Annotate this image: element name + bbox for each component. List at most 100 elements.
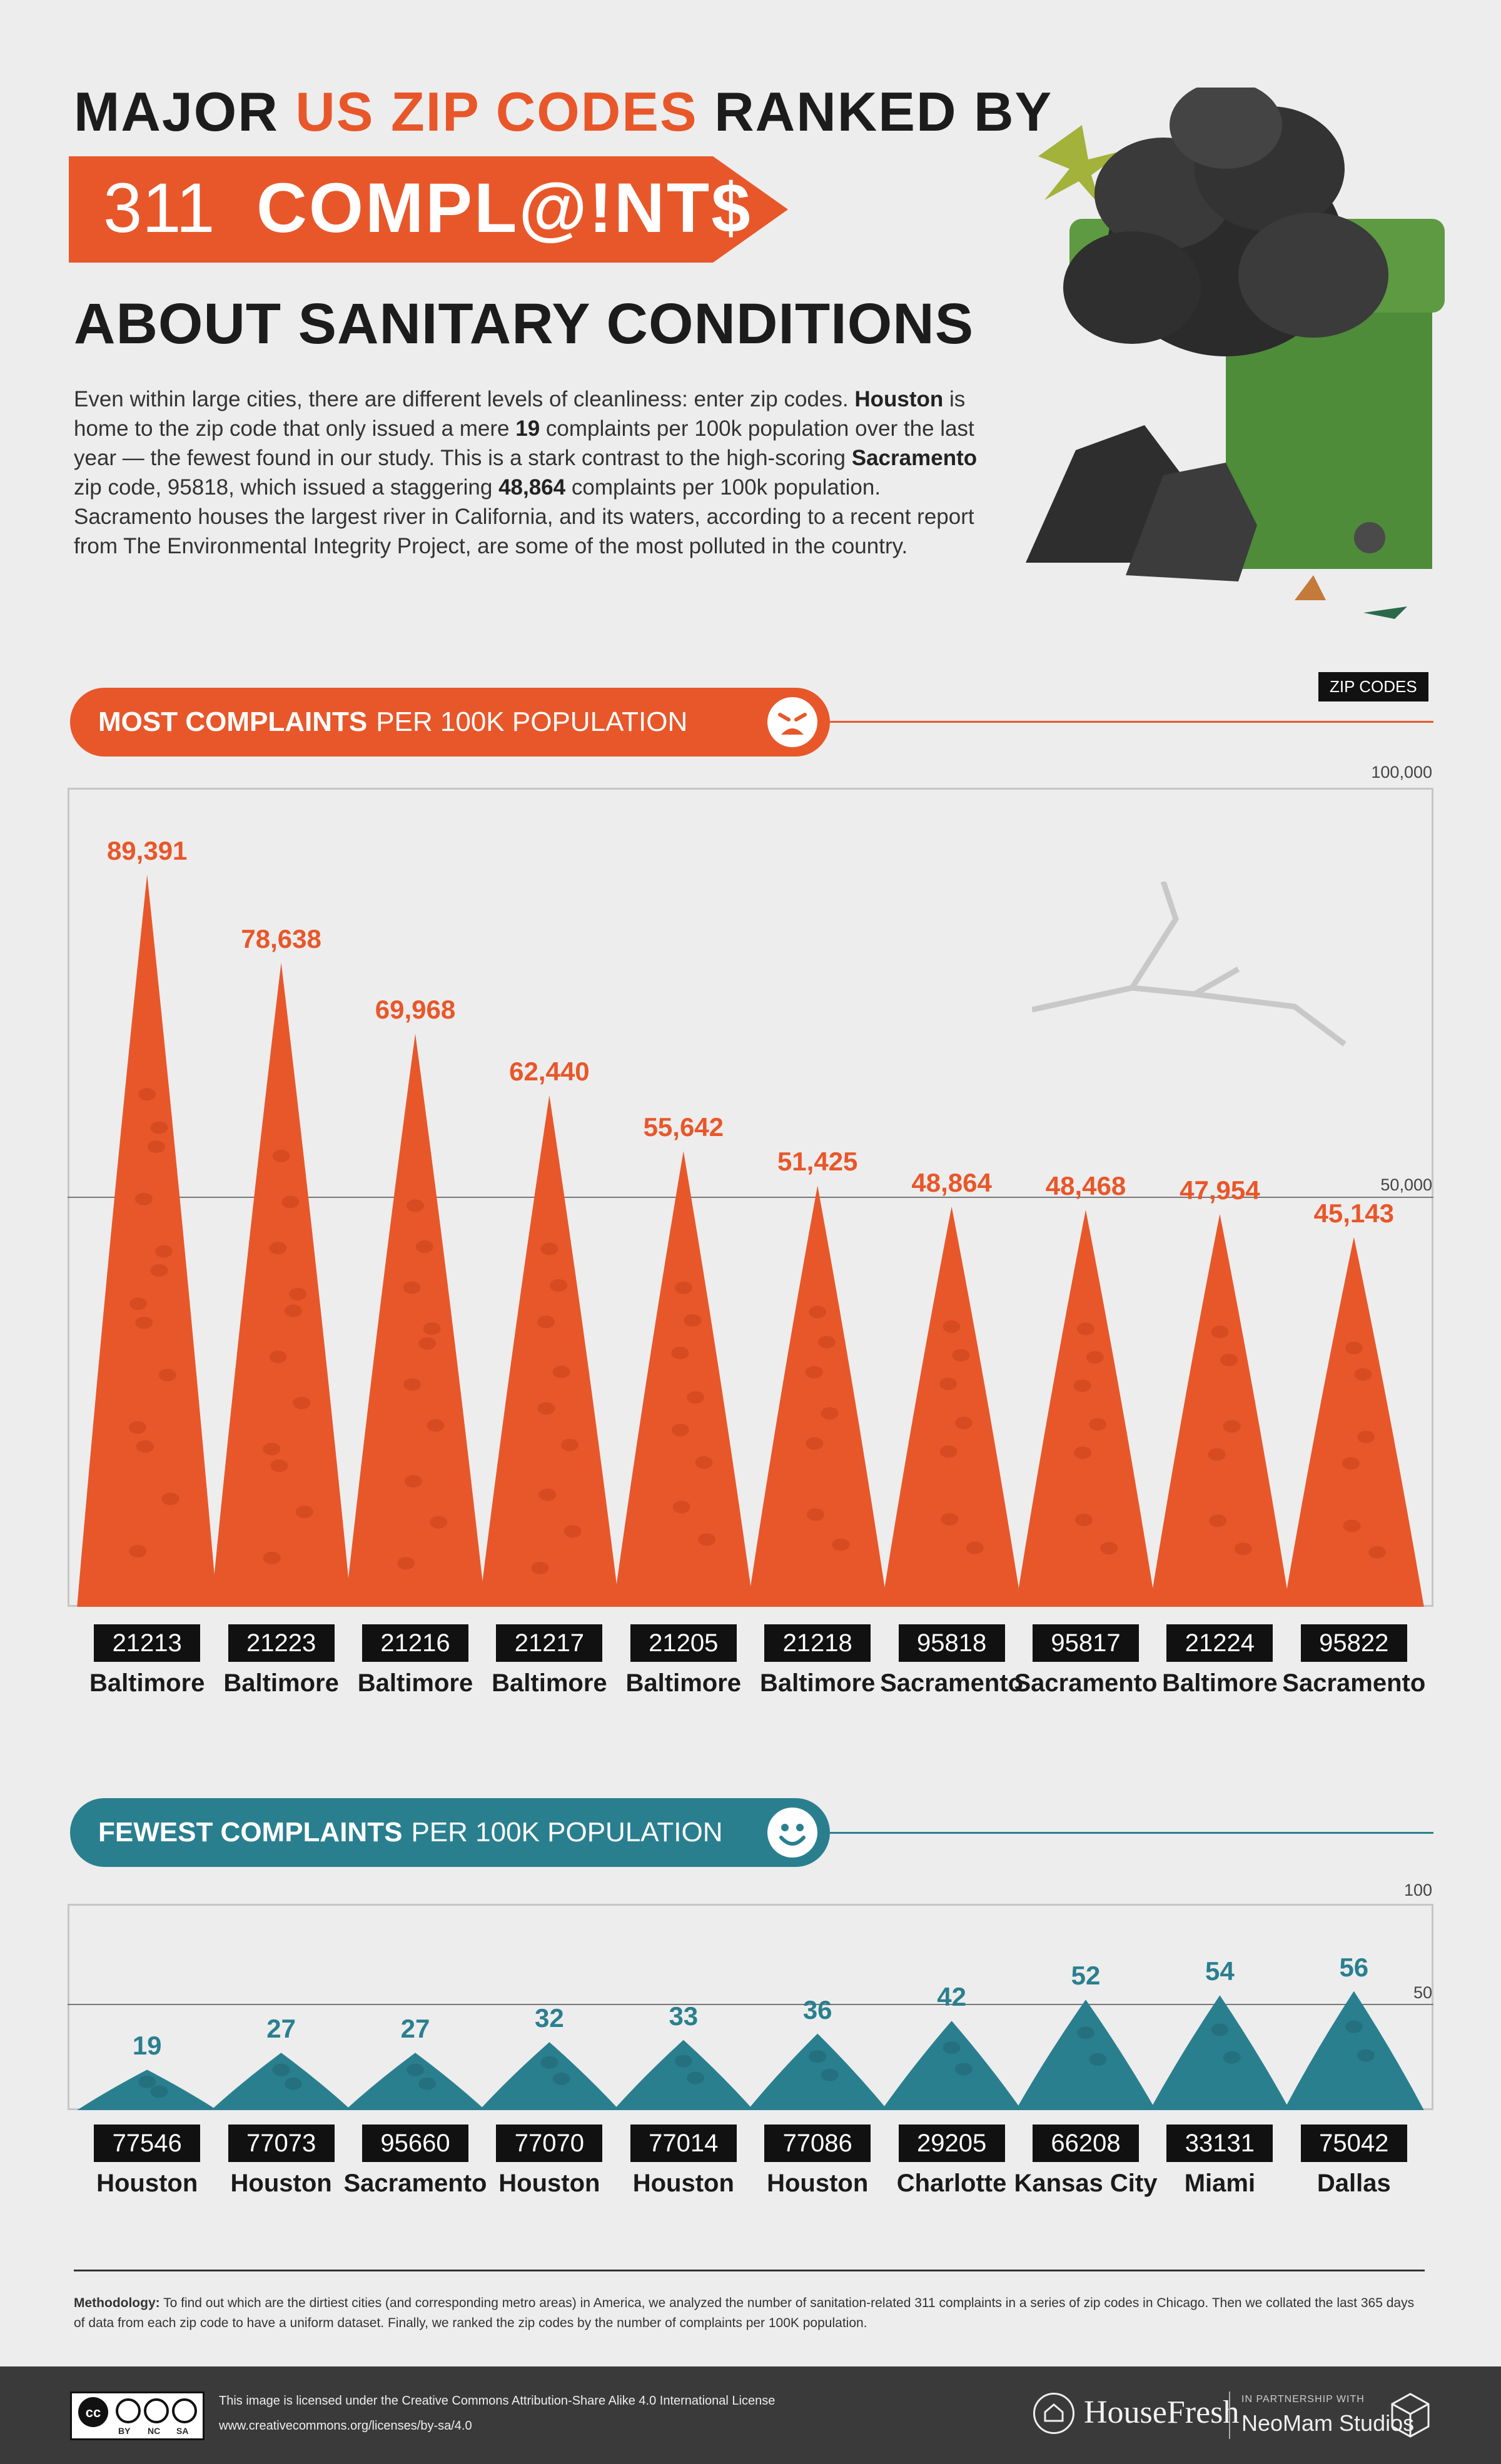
- value-label: 62,440: [509, 1057, 590, 1087]
- zip-code-label: 29205: [898, 2125, 1005, 2162]
- debris-mark: [939, 1377, 958, 1390]
- city-label: Sacramento: [343, 2170, 487, 2197]
- fewest-heading-light: PER 100K POPULATION: [411, 1817, 723, 1848]
- debris-mark: [687, 1391, 705, 1404]
- debris-mark: [1089, 2053, 1107, 2066]
- footer-divider: [1229, 2391, 1230, 2439]
- debris-mark: [1342, 1457, 1360, 1470]
- debris-mark: [939, 1445, 958, 1458]
- debris-mark: [809, 2050, 827, 2063]
- debris-mark: [272, 2063, 290, 2076]
- debris-mark: [809, 1305, 827, 1319]
- debris-mark: [1368, 1546, 1387, 1559]
- city-label: Kansas City: [1014, 2170, 1158, 2197]
- most-heading-bold: MOST COMPLAINTS: [98, 707, 368, 737]
- debris-mark: [128, 1421, 146, 1434]
- fewest-complaints-heading: FEWEST COMPLAINTS PER 100K POPULATION: [70, 1798, 830, 1867]
- license-url[interactable]: www.creativecommons.org/licenses/by-sa/4…: [219, 2419, 472, 2433]
- value-label: 32: [535, 2003, 564, 2033]
- value-label: 19: [132, 2031, 162, 2061]
- debris-mark: [284, 2077, 302, 2090]
- value-label: 48,468: [1045, 1171, 1126, 1201]
- debris-mark: [695, 1456, 713, 1469]
- zip-code-label: 21213: [94, 1624, 201, 1662]
- debris-mark: [1100, 1542, 1118, 1555]
- zip-code-label: 21224: [1166, 1624, 1273, 1662]
- debris-mark: [943, 2041, 961, 2054]
- zip-code-label: 33131: [1166, 2125, 1273, 2162]
- debris-mark: [537, 1402, 555, 1415]
- debris-mark: [269, 1350, 287, 1364]
- most-heading-rule: [830, 721, 1433, 723]
- svg-text:cc: cc: [86, 2405, 101, 2420]
- bar-95818: [881, 1206, 1022, 1607]
- partnership-label: IN PARTNERSHIP WITH: [1241, 2394, 1365, 2405]
- value-label: 47,954: [1180, 1175, 1260, 1205]
- city-label: Baltimore: [625, 1669, 742, 1697]
- banner-word: COMPL@!NT$: [256, 169, 752, 247]
- zip-code-label: 77546: [94, 2125, 201, 2162]
- zip-code-label: 77073: [228, 2125, 335, 2162]
- debris-mark: [1208, 1448, 1226, 1461]
- debris-mark: [1211, 1325, 1229, 1339]
- footer-bar: cc BY NC SA This image is licensed under…: [0, 2366, 1501, 2464]
- debris-mark: [430, 1516, 448, 1529]
- cc-by-label: BY: [118, 2426, 131, 2436]
- most-heading-light: PER 100K POPULATION: [376, 707, 688, 737]
- debris-mark: [135, 1316, 153, 1329]
- debris-mark: [671, 1346, 689, 1359]
- bar-77073: [211, 2053, 351, 2110]
- most-tick-top: 100,000: [1371, 763, 1432, 782]
- banner-number: 311: [103, 169, 215, 247]
- city-label: Baltimore: [759, 1669, 876, 1697]
- debris-mark: [671, 1424, 689, 1437]
- most-gridline-50000: [68, 1197, 1433, 1198]
- debris-mark: [397, 1557, 415, 1570]
- debris-mark: [289, 1287, 307, 1300]
- debris-mark: [1354, 1368, 1372, 1381]
- most-tick-mid: 50,000: [1380, 1175, 1432, 1194]
- debris-mark: [954, 1416, 973, 1429]
- bar-77546: [77, 2069, 218, 2110]
- zip-code-label: 95817: [1033, 1624, 1139, 1662]
- methodology-text: Methodology: To find out which are the d…: [74, 2296, 1415, 2330]
- debris-mark: [136, 1440, 154, 1453]
- debris-mark: [138, 1088, 156, 1101]
- debris-mark: [552, 2073, 570, 2086]
- debris-mark: [147, 1140, 165, 1154]
- debris-mark: [129, 1545, 147, 1558]
- title-banner: 311 COMPL@!NT$: [69, 150, 788, 269]
- debris-mark: [415, 1240, 433, 1253]
- debris-mark: [943, 1320, 961, 1333]
- bar-77070: [479, 2042, 620, 2110]
- debris-mark: [1357, 2049, 1375, 2062]
- debris-mark: [1357, 1431, 1375, 1444]
- debris-mark: [806, 1437, 824, 1450]
- trash-dumpster-illustration: [1019, 81, 1445, 631]
- debris-mark: [821, 1407, 839, 1420]
- value-label: 51,425: [777, 1147, 858, 1177]
- bar-95817: [1016, 1210, 1156, 1607]
- bar-21217: [479, 1095, 620, 1607]
- most-complaints-heading: MOST COMPLAINTS PER 100K POPULATION: [70, 688, 830, 757]
- zip-code-label: 95818: [898, 1624, 1005, 1662]
- debris-mark: [821, 2068, 839, 2081]
- debris-mark: [138, 2075, 156, 2088]
- debris-mark: [1234, 1542, 1252, 1556]
- city-label: Miami: [1184, 2170, 1256, 2197]
- city-label: Baltimore: [357, 1669, 473, 1697]
- zip-code-label: 21223: [228, 1624, 335, 1662]
- debris-mark: [272, 1149, 290, 1162]
- value-label: 78,638: [241, 923, 321, 953]
- bar-33131: [1150, 1995, 1290, 2110]
- bar-21218: [747, 1185, 888, 1607]
- debris-mark: [1223, 2051, 1241, 2064]
- city-label: Baltimore: [492, 1669, 607, 1697]
- debris-mark: [1073, 1379, 1091, 1392]
- debris-mark: [284, 1304, 302, 1317]
- zip-code-label: 21217: [496, 1624, 603, 1662]
- cc-sa-label: SA: [176, 2426, 189, 2436]
- neomam-cube-icon: [1390, 2391, 1431, 2439]
- debris-mark: [537, 1315, 555, 1329]
- city-label: Baltimore: [223, 1669, 339, 1697]
